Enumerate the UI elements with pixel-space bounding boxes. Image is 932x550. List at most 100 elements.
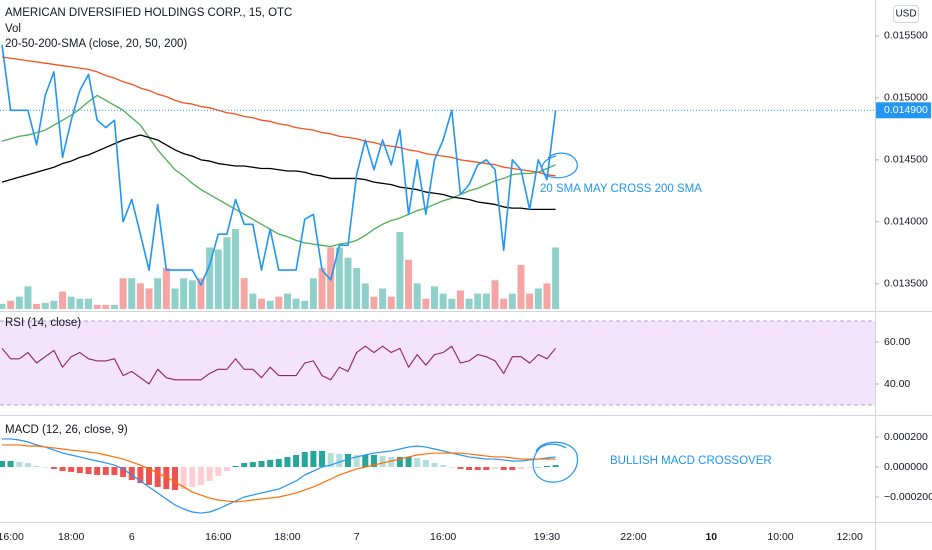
volume-bar [396, 232, 404, 309]
annotation: BULLISH MACD CROSSOVER [610, 455, 772, 467]
volume-bar [33, 303, 41, 309]
histogram-bar [466, 467, 473, 470]
histogram-bar [492, 467, 499, 469]
volume-bar [50, 300, 58, 309]
histogram-bar [59, 467, 66, 472]
histogram-bar [128, 467, 135, 481]
rsi-band [0, 321, 875, 405]
volume-bar [154, 278, 162, 309]
histogram-bar [180, 467, 187, 490]
volume-bar [309, 278, 317, 309]
volume-bar [93, 304, 101, 309]
volume-bar [517, 264, 525, 309]
volume-bar [387, 296, 395, 309]
volume-bar [0, 303, 6, 309]
histogram-bar [258, 461, 265, 467]
indicator-label: 20-50-200-SMA (close, 20, 50, 200) [5, 38, 187, 50]
histogram-bar [370, 455, 377, 467]
histogram-bar [267, 459, 274, 467]
volume-bar [249, 293, 257, 309]
volume-bar [162, 267, 170, 309]
histogram-bar [146, 467, 153, 485]
x-tick-label: 22:00 [620, 531, 646, 543]
currency-label[interactable]: USD [895, 9, 916, 20]
x-tick-label: 6 [129, 531, 135, 543]
histogram-bar [518, 467, 524, 469]
volume-bar [370, 296, 378, 309]
x-tick-label: 12:00 [837, 531, 863, 543]
volume-bar [258, 298, 265, 309]
volume-bar [59, 291, 67, 309]
volume-bar [422, 298, 430, 309]
last-price-box [876, 102, 931, 119]
volume-bar [361, 283, 369, 309]
histogram-bar [102, 467, 109, 475]
volume-bar [275, 296, 283, 309]
volume-bar [171, 288, 179, 309]
volume-bar [214, 249, 222, 309]
histogram-bar [42, 467, 49, 468]
histogram-bar [535, 467, 542, 468]
histogram-bar [293, 455, 300, 467]
indicator-label: RSI (14, close) [5, 317, 81, 329]
series-line [1, 345, 557, 385]
volume-bar [197, 278, 205, 309]
volume-bar [491, 280, 499, 309]
histogram-bar [223, 467, 230, 472]
volume-bar [85, 298, 92, 309]
histogram-bar [319, 450, 326, 467]
histogram-bar [405, 456, 412, 467]
volume-bar [283, 293, 291, 309]
histogram-bar [379, 456, 386, 467]
histogram-bar [388, 456, 395, 467]
histogram-bar [301, 452, 308, 467]
histogram-bar [50, 467, 57, 469]
volume-bar [413, 283, 421, 309]
histogram-bar [7, 461, 14, 467]
histogram-bar [215, 467, 222, 476]
y-tick-label: 0.014000 [884, 216, 928, 228]
volume-bar [24, 286, 32, 309]
histogram-bar [396, 456, 403, 467]
hand-drawn-circle [541, 152, 578, 179]
indicator-label: Vol [5, 23, 21, 35]
currency-button[interactable] [893, 5, 919, 23]
x-tick-label: 19:30 [534, 531, 560, 543]
histogram-bar [509, 467, 516, 470]
histogram-bar [137, 467, 144, 484]
volume-bar [240, 278, 248, 309]
volume-bar [180, 278, 188, 309]
volume-bar [188, 280, 196, 309]
volume-bar [534, 288, 542, 309]
histogram-bar [448, 467, 455, 468]
volume-bar [266, 300, 274, 309]
x-tick-label: 10 [705, 531, 717, 543]
series-line [1, 44, 557, 286]
plot [0, 35, 879, 514]
histogram-bar [362, 455, 369, 467]
volume-bar [301, 300, 309, 309]
histogram-bar [241, 462, 248, 467]
histogram-bar [526, 467, 533, 469]
volume-bar [465, 298, 473, 309]
volume-bar [145, 288, 153, 309]
volume-bar [76, 298, 84, 309]
histogram-bar [16, 462, 23, 467]
volume-bar [500, 298, 508, 309]
annotation: 20 SMA MAY CROSS 200 SMA [540, 183, 702, 195]
volume-bar [508, 293, 516, 309]
histogram-bar [24, 462, 31, 467]
series-line [2, 438, 556, 514]
y-tick-label: 0.015000 [884, 92, 928, 104]
histogram-bar [76, 467, 83, 473]
series-line [1, 56, 556, 177]
y-tick-label: 60.00 [884, 336, 910, 348]
volume-bar [456, 290, 464, 309]
histogram-bar [414, 458, 421, 467]
histogram-bar [197, 467, 204, 485]
histogram-bar [310, 450, 317, 467]
volume-bar [448, 298, 456, 309]
